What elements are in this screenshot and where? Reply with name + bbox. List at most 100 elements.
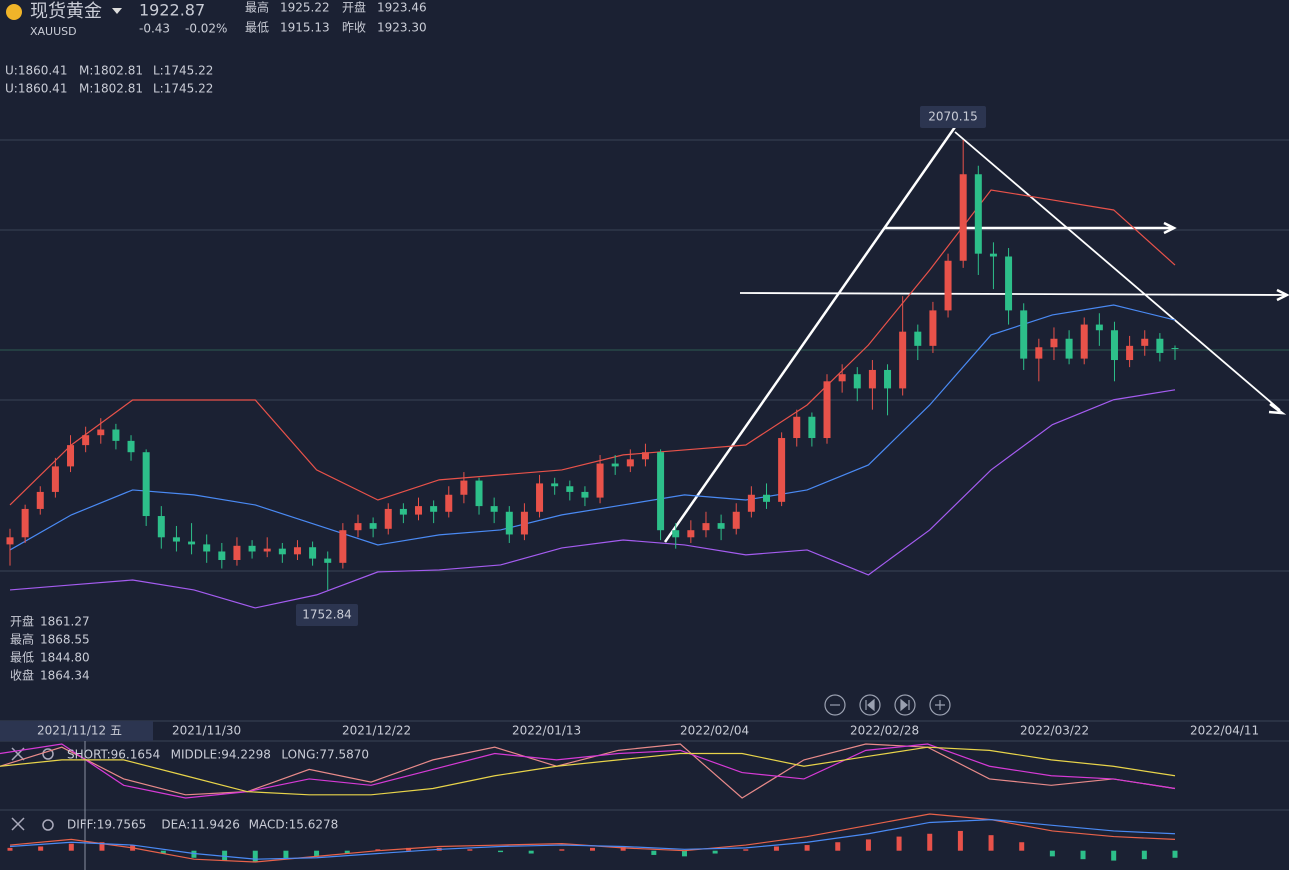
- change: -0.43: [139, 22, 170, 36]
- candle-body: [278, 548, 286, 555]
- next[interactable]: [894, 694, 916, 716]
- candle-body: [51, 466, 59, 492]
- candle-body: [157, 516, 165, 538]
- macd-legend: MACD:15.6278: [249, 818, 339, 832]
- macd-bar: [1141, 850, 1147, 860]
- drawings: [663, 126, 1289, 543]
- macd-bar: [743, 849, 749, 851]
- macd-bar: [1019, 842, 1025, 851]
- candle-body: [929, 310, 937, 346]
- candle-body: [384, 508, 392, 529]
- macd-bar: [283, 850, 289, 860]
- macd-bar: [38, 846, 44, 851]
- macd-bar: [467, 849, 473, 851]
- arrow-heads: [1163, 221, 1289, 415]
- zoom-controls: [824, 694, 951, 716]
- macd-bar: [927, 833, 933, 851]
- candle-body: [97, 429, 105, 436]
- candle-body: [112, 429, 120, 441]
- candle-body: [853, 374, 861, 389]
- macd-bar: [804, 845, 810, 851]
- prev[interactable]: [859, 694, 881, 716]
- macd-legend: DIFF:19.7565: [67, 818, 146, 832]
- candle-body: [717, 523, 725, 529]
- candle-body: [203, 544, 211, 552]
- candle-body: [1035, 347, 1043, 359]
- candle-body: [596, 463, 604, 498]
- osc-line: [0, 743, 1176, 799]
- candle-body: [762, 494, 770, 502]
- dropdown[interactable]: [112, 8, 122, 14]
- macd-bar: [99, 842, 105, 851]
- macd-bar: [160, 850, 166, 854]
- candle-body: [566, 486, 574, 492]
- x-label: 2022/02/28: [850, 724, 919, 738]
- macd-bar: [252, 850, 258, 862]
- candle-body: [687, 530, 695, 538]
- macd-bar: [712, 850, 718, 854]
- osc-legend: LONG:77.5870: [281, 748, 369, 762]
- ohlc-value: 1861.27: [40, 615, 90, 629]
- macd-bar: [68, 843, 74, 851]
- candle-body: [475, 480, 483, 507]
- ohlc-value: 1844.80: [40, 651, 90, 665]
- settings-icon[interactable]: [42, 819, 54, 831]
- trend-line: [739, 292, 1286, 296]
- macd-bar: [773, 846, 779, 851]
- max-label: 2070.15: [928, 110, 978, 124]
- stat-value: 1925.22: [280, 1, 330, 15]
- candle-body: [460, 480, 468, 495]
- candle-body: [1110, 330, 1118, 361]
- macd-bar: [865, 839, 871, 851]
- candle-body: [778, 438, 786, 502]
- macd-bar: [528, 850, 534, 854]
- candle-body: [142, 452, 150, 517]
- trend-line: [663, 126, 957, 543]
- macd-bar: [620, 846, 626, 851]
- candle-body: [354, 523, 362, 531]
- candle-body: [884, 369, 892, 389]
- osc-legend: SHORT:96.1654: [67, 748, 160, 762]
- ohlc-label: 最低: [10, 651, 34, 665]
- boll-band: [9, 304, 1176, 551]
- candle-body: [36, 491, 44, 509]
- x-label: 2021/11/30: [172, 724, 241, 738]
- candle-body: [21, 508, 29, 538]
- symbol: XAUUSD: [30, 25, 77, 38]
- macd-bar: [498, 850, 504, 853]
- zoom-in[interactable]: [929, 694, 951, 716]
- boll-legend: M:1802.81: [79, 82, 143, 96]
- candle-body: [1050, 338, 1058, 348]
- close-icon[interactable]: [11, 817, 25, 831]
- candle-body: [127, 440, 135, 453]
- macd-bar: [406, 847, 412, 851]
- macd-bar: [1080, 850, 1086, 860]
- macd-bar: [651, 850, 657, 855]
- macd-bar: [988, 835, 994, 851]
- macd-bar: [344, 850, 350, 854]
- candle-body: [1005, 256, 1013, 311]
- settings-icon[interactable]: [42, 748, 54, 760]
- stat-label: 最高: [245, 0, 269, 15]
- macd-bar: [191, 850, 197, 858]
- candle-body: [868, 369, 876, 389]
- candle-body: [611, 463, 619, 467]
- x-label: 2021/11/12 五: [37, 724, 122, 738]
- icon: [935, 700, 945, 710]
- candle-body: [657, 452, 665, 531]
- min-label-box: [296, 604, 358, 626]
- macd-bar: [835, 842, 841, 851]
- candle-body: [899, 331, 907, 389]
- max-label-box: [920, 106, 986, 128]
- zoom-out[interactable]: [824, 694, 846, 716]
- panel-icons: [11, 747, 54, 831]
- candle-body: [430, 506, 438, 512]
- candle-body: [1141, 338, 1149, 346]
- candle-body: [944, 260, 952, 311]
- stat-value: 1923.46: [377, 1, 427, 15]
- candle-body: [914, 331, 922, 346]
- macd-bar: [314, 850, 320, 857]
- icon: [900, 698, 910, 712]
